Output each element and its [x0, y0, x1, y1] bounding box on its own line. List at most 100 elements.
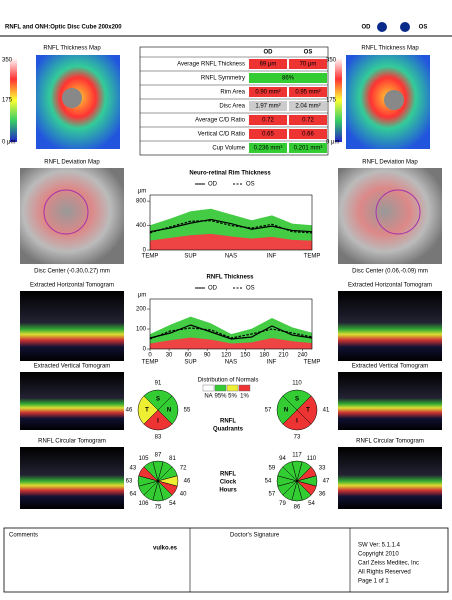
quadrant-letter: I	[157, 419, 159, 425]
cell-value: 0.95 mm²	[295, 90, 320, 96]
clock-value: 40	[180, 492, 187, 498]
cell	[249, 73, 327, 83]
y-tick-label: 0	[143, 248, 147, 254]
row-label: RNFL Symmetry	[201, 76, 245, 82]
cell-value: 2.04 mm²	[295, 104, 320, 110]
scale-label: 175	[2, 98, 13, 104]
y-tick-label: 100	[136, 327, 147, 333]
cell	[249, 87, 287, 97]
map-title: RNFL Thickness Map	[361, 46, 419, 52]
axis-label: μm	[138, 189, 146, 195]
clock-sector	[143, 461, 159, 482]
sector-label: TEMP	[142, 360, 159, 366]
legend-label: 1%	[240, 394, 249, 400]
clock-value: 54	[265, 479, 272, 485]
footer-info: Carl Zeiss Meditec, Inc	[358, 561, 419, 567]
legend-swatch	[238, 384, 251, 392]
x-tick-label: 60	[185, 353, 192, 359]
clock-value: 75	[155, 505, 162, 511]
quadrant-sector	[282, 389, 312, 411]
row-label: Disc Area	[219, 104, 245, 110]
column-header: OD	[264, 50, 274, 56]
cell-value: 0.90 mm²	[255, 90, 280, 96]
disc-ring	[375, 189, 421, 235]
plot-frame	[149, 194, 313, 251]
clock-value: 87	[155, 453, 162, 459]
clock-value: 72	[180, 466, 187, 472]
clock-value: 54	[169, 501, 176, 507]
x-tick-label: 30	[166, 353, 173, 359]
sector-label: INF	[267, 254, 277, 260]
cell	[249, 59, 287, 69]
cell-value: 0.65	[262, 132, 274, 138]
footer-box	[3, 527, 449, 593]
clock-value: 57	[269, 492, 276, 498]
panel-title: RNFL Deviation Map	[362, 160, 418, 166]
legend-label: 5%	[228, 394, 237, 400]
clock-value: 81	[169, 456, 176, 462]
section-title: RNFL	[220, 419, 236, 425]
quadrant-letter: S	[156, 397, 160, 403]
quadrant-sector	[143, 389, 173, 411]
cell-value: 1.97 mm²	[255, 104, 280, 110]
clock-value: 79	[279, 501, 286, 507]
panel-title: RNFL Deviation Map	[44, 160, 100, 166]
quadrant-sector	[276, 395, 298, 425]
table-border	[139, 46, 329, 156]
x-tick-label: 240	[297, 353, 308, 359]
tomogram	[338, 447, 442, 509]
cell-value: 86%	[282, 76, 295, 82]
legend-label: 95%	[214, 394, 227, 400]
sector-label: NAS	[225, 360, 237, 366]
legend-label: NA	[204, 394, 212, 400]
cell	[289, 129, 327, 139]
deviation-map-od	[20, 168, 124, 264]
data-line	[149, 218, 313, 233]
quadrant-value: 91	[155, 381, 162, 387]
legend-swatch	[226, 384, 239, 392]
scale-label: 175	[326, 98, 337, 104]
clock-value: 36	[319, 492, 326, 498]
legend-swatch	[214, 384, 227, 392]
footer-info: Page 1 of 1	[358, 579, 389, 585]
cell-value: 0.201 mm³	[294, 146, 323, 152]
disc-center: Disc Center (0.06,-0.09) mm	[352, 269, 428, 275]
sector-label: TEMP	[142, 254, 159, 260]
quadrant-value: 46	[126, 408, 133, 414]
legend-label: OS	[246, 286, 255, 292]
footer-info: Copyright 2010	[358, 552, 399, 558]
footer-label: Comments	[9, 533, 38, 539]
clock-value: 59	[269, 466, 276, 472]
quadrant-letter: N	[284, 408, 288, 414]
y-tick-label: 0	[143, 347, 147, 353]
cell	[289, 143, 327, 153]
x-tick-label: 150	[240, 353, 251, 359]
quadrant-value: 83	[155, 435, 162, 441]
color-scale	[10, 58, 17, 142]
quadrant-letter: T	[145, 408, 149, 414]
data-line	[149, 327, 313, 340]
cell-value: 0.72	[262, 118, 274, 124]
row-label: Rim Area	[220, 90, 245, 96]
report-title: RNFL and ONH:Optic Disc Cube 200x200	[5, 25, 122, 31]
legend-label: OD	[208, 182, 218, 188]
sector-label: SUP	[184, 360, 196, 366]
quadrant-value: 41	[323, 408, 330, 414]
quadrant-sector	[137, 395, 159, 425]
map-title: RNFL Thickness Map	[43, 46, 101, 52]
cell-value: 69 μm	[260, 62, 277, 68]
cell-value: 0.72	[302, 118, 314, 124]
quadrant-letter: I	[296, 419, 298, 425]
clock-value: 86	[294, 505, 301, 511]
quadrant-value: 110	[292, 381, 302, 387]
clock-value: 47	[323, 479, 330, 485]
x-tick-label: 120	[221, 353, 232, 359]
eye-dot	[377, 22, 387, 32]
disc	[62, 88, 82, 108]
cell	[289, 59, 327, 69]
deviation-map-os	[338, 168, 442, 264]
clock-value: 54	[308, 501, 315, 507]
scale-label: 350	[2, 58, 13, 64]
column-header: OS	[304, 50, 313, 56]
panel-title: Extracted Vertical Tomogram	[352, 364, 429, 370]
